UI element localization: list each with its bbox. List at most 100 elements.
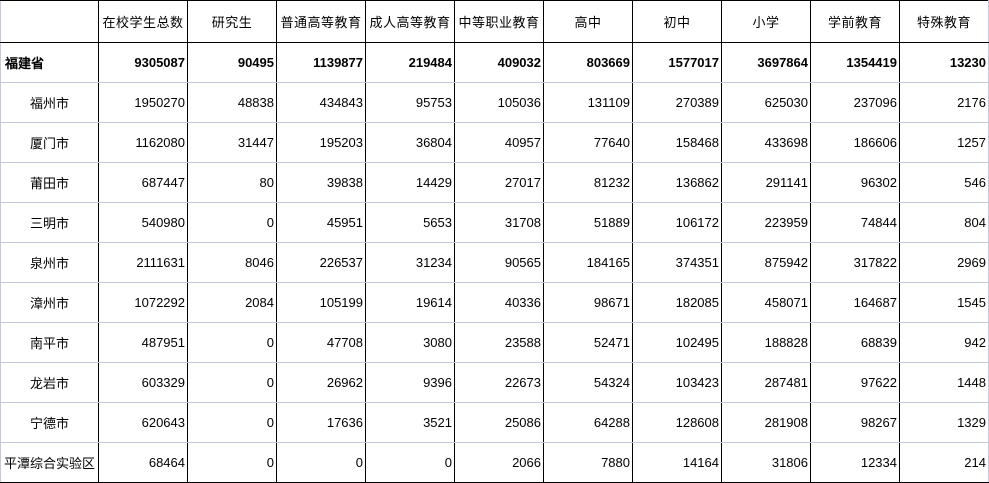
table-cell: 1448 (899, 362, 989, 403)
table-cell: 48838 (187, 82, 277, 123)
table-cell: 2111631 (98, 242, 188, 283)
table-row: 龙岩市 603329 0 26962 9396 22673 54324 103423 28748… (0, 362, 989, 403)
table-cell: 281908 (721, 402, 811, 443)
table-cell: 487951 (98, 322, 188, 363)
table-cell: 31708 (454, 202, 544, 243)
province-total-row: 福建省 9305087 90495 1139877 219484 409032 803669… (0, 42, 989, 83)
table-cell: 90565 (454, 242, 544, 283)
column-header: 学前教育 (810, 0, 900, 43)
table-cell: 31806 (721, 442, 811, 483)
table-cell: 1950270 (98, 82, 188, 123)
table-cell: 0 (187, 402, 277, 443)
table-cell: 19614 (365, 282, 455, 323)
table-cell: 26962 (276, 362, 366, 403)
table-cell: 31447 (187, 122, 277, 163)
table-cell: 434843 (276, 82, 366, 123)
table-row: 莆田市 687447 80 39838 14429 27017 81232 136862 291… (0, 162, 989, 203)
table-cell: 23588 (454, 322, 544, 363)
table-cell: 98267 (810, 402, 900, 443)
table-cell: 1354419 (810, 42, 900, 83)
table-cell: 136862 (632, 162, 722, 203)
header-row: 在校学生总数 研究生 普通高等教育 成人高等教育 中等职业教育 高中 初中 小学 学前教育 特殊教… (0, 0, 989, 43)
region-name: 三明市 (0, 202, 99, 243)
column-header: 初中 (632, 0, 722, 43)
column-header: 高中 (543, 0, 633, 43)
table-cell: 68839 (810, 322, 900, 363)
table-cell: 102495 (632, 322, 722, 363)
table-cell: 68464 (98, 442, 188, 483)
table-cell: 1545 (899, 282, 989, 323)
corner-header (0, 0, 99, 43)
table-cell: 103423 (632, 362, 722, 403)
table-row: 三明市 540980 0 45951 5653 31708 51889 106172 22395… (0, 202, 989, 243)
table-cell: 77640 (543, 122, 633, 163)
table-cell: 875942 (721, 242, 811, 283)
table-cell: 291141 (721, 162, 811, 203)
table-row: 厦门市 1162080 31447 195203 36804 40957 77640 1584… (0, 122, 989, 163)
region-name: 漳州市 (0, 282, 99, 323)
table-cell: 80 (187, 162, 277, 203)
table-cell: 1257 (899, 122, 989, 163)
table-cell: 237096 (810, 82, 900, 123)
region-name: 南平市 (0, 322, 99, 363)
table-cell: 47708 (276, 322, 366, 363)
table-cell: 36804 (365, 122, 455, 163)
table-cell: 54324 (543, 362, 633, 403)
table-cell: 131109 (543, 82, 633, 123)
table-cell: 214 (899, 442, 989, 483)
table-cell: 164687 (810, 282, 900, 323)
table-cell: 1577017 (632, 42, 722, 83)
table-cell: 625030 (721, 82, 811, 123)
region-name: 福建省 (0, 42, 99, 83)
table-cell: 1139877 (276, 42, 366, 83)
table-cell: 105199 (276, 282, 366, 323)
table-cell: 90495 (187, 42, 277, 83)
table-cell: 0 (276, 442, 366, 483)
table-row: 宁德市 620643 0 17636 3521 25086 64288 128608 28190… (0, 402, 989, 443)
column-header: 在校学生总数 (98, 0, 188, 43)
table-cell: 186606 (810, 122, 900, 163)
table-cell: 7880 (543, 442, 633, 483)
table-cell: 0 (187, 442, 277, 483)
table-cell: 804 (899, 202, 989, 243)
table-cell: 226537 (276, 242, 366, 283)
table-cell: 2066 (454, 442, 544, 483)
table-cell: 14429 (365, 162, 455, 203)
table-cell: 52471 (543, 322, 633, 363)
table-cell: 687447 (98, 162, 188, 203)
table-cell: 95753 (365, 82, 455, 123)
table-cell: 74844 (810, 202, 900, 243)
column-header: 中等职业教育 (454, 0, 544, 43)
table-cell: 540980 (98, 202, 188, 243)
table-cell: 51889 (543, 202, 633, 243)
region-name: 莆田市 (0, 162, 99, 203)
table-cell: 98671 (543, 282, 633, 323)
table-cell: 546 (899, 162, 989, 203)
table-cell: 81232 (543, 162, 633, 203)
table-cell: 128608 (632, 402, 722, 443)
table-cell: 0 (187, 322, 277, 363)
table-cell: 603329 (98, 362, 188, 403)
table-cell: 942 (899, 322, 989, 363)
table-cell: 223959 (721, 202, 811, 243)
table-cell: 219484 (365, 42, 455, 83)
table-cell: 13230 (899, 42, 989, 83)
table-cell: 195203 (276, 122, 366, 163)
table-cell: 2176 (899, 82, 989, 123)
table-cell: 3080 (365, 322, 455, 363)
table-cell: 5653 (365, 202, 455, 243)
table-cell: 17636 (276, 402, 366, 443)
table-cell: 25086 (454, 402, 544, 443)
region-name: 福州市 (0, 82, 99, 123)
region-name: 厦门市 (0, 122, 99, 163)
region-name: 宁德市 (0, 402, 99, 443)
table-cell: 96302 (810, 162, 900, 203)
table-cell: 270389 (632, 82, 722, 123)
table-cell: 287481 (721, 362, 811, 403)
table-cell: 374351 (632, 242, 722, 283)
table-cell: 8046 (187, 242, 277, 283)
table-cell: 158468 (632, 122, 722, 163)
table-row: 平潭综合实验区 68464 0 0 0 2066 7880 14164 31806 12334 21… (0, 442, 989, 483)
column-header: 研究生 (187, 0, 277, 43)
region-name: 泉州市 (0, 242, 99, 283)
